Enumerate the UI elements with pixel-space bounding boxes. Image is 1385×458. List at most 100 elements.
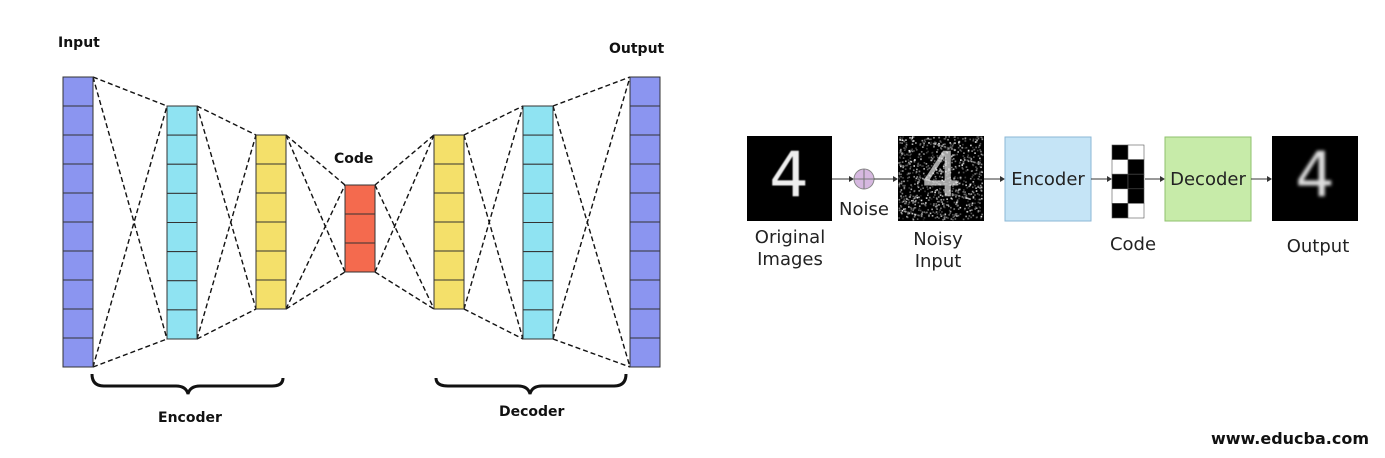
output-label-right: Output — [1287, 236, 1350, 257]
connection-line — [196, 105, 257, 136]
output-label: Output — [609, 41, 665, 57]
layer-cell — [433, 134, 465, 165]
connection-line — [463, 134, 524, 340]
decoder-brace — [434, 373, 628, 395]
layer-cell — [255, 163, 287, 194]
connection-line — [552, 338, 631, 368]
code-cell — [1111, 144, 1129, 160]
output-image: 4 — [1272, 136, 1358, 221]
layer-cell — [629, 221, 661, 252]
encoder-box-label: Encoder — [1011, 169, 1085, 190]
noisy-digit: 4 — [921, 138, 960, 211]
layer-cell — [62, 105, 94, 136]
layer-cell — [629, 134, 661, 165]
code-label: Code — [334, 151, 373, 167]
layer-cell — [433, 221, 465, 252]
code-cell — [1127, 173, 1145, 190]
layer-cell — [629, 105, 661, 136]
decoder-box — [1164, 136, 1252, 222]
connection-line — [552, 76, 631, 107]
original-label-line2: Images — [757, 249, 823, 270]
layer-cell — [629, 337, 661, 368]
connection-line — [374, 271, 435, 310]
layer-cell — [255, 192, 287, 223]
output-digit: 4 — [1295, 138, 1334, 211]
code-cell — [1111, 159, 1129, 175]
connection-line — [463, 105, 524, 136]
connection-line — [92, 338, 168, 368]
original-image: 4 — [747, 136, 832, 221]
code-cell — [1111, 173, 1129, 190]
code-output-label: Code — [1110, 234, 1156, 255]
layer-cell — [433, 279, 465, 310]
layer-cell — [166, 280, 198, 311]
layer-cell — [166, 134, 198, 165]
layer-cell — [522, 309, 554, 340]
layer-cell — [629, 76, 661, 107]
noisy-label-line2: Input — [915, 251, 962, 272]
connection-line — [552, 76, 631, 340]
layer-cell — [166, 192, 198, 223]
input-label: Input — [58, 35, 100, 51]
layer-cell — [62, 163, 94, 194]
layer-cell — [62, 308, 94, 339]
connection-line — [196, 308, 257, 340]
network-layers — [62, 76, 661, 368]
layer-cell — [629, 308, 661, 339]
encoder-brace — [90, 373, 285, 395]
layer-cell — [629, 163, 661, 194]
connection-line — [92, 76, 168, 107]
noisy-input-image: 4 — [898, 136, 984, 221]
layer-cell — [166, 105, 198, 136]
layer-cell — [166, 163, 198, 194]
code-cell — [1127, 203, 1145, 219]
layer-cell — [255, 279, 287, 310]
site-credit: www.educba.com — [1210, 429, 1369, 448]
layer-cell — [62, 279, 94, 310]
layer-cell — [166, 309, 198, 340]
code-cell — [1111, 203, 1129, 219]
connection-line — [285, 184, 346, 310]
output-layer — [629, 76, 661, 368]
connection-lines — [92, 76, 631, 368]
layer-cell — [166, 251, 198, 282]
encoder-box — [1004, 136, 1092, 222]
layer-cell — [522, 134, 554, 165]
layer-cell — [522, 251, 554, 282]
layer-cell — [629, 250, 661, 281]
code-layer — [344, 184, 376, 273]
denoising-pipeline: 4 Original Images Noise 4 Noisy Input En… — [747, 136, 1358, 272]
connection-line — [463, 105, 524, 310]
layer-cell — [62, 134, 94, 165]
layer-cell — [344, 213, 376, 244]
encoder-label: Encoder — [158, 410, 222, 426]
input-layer — [62, 76, 94, 368]
layer-cell — [344, 184, 376, 215]
layer-cell — [344, 242, 376, 273]
layer-cell — [433, 192, 465, 223]
layer-cell — [62, 221, 94, 252]
noisy-label-line1: Noisy — [913, 229, 963, 250]
original-digit: 4 — [769, 138, 808, 211]
connection-line — [285, 134, 346, 186]
code-cell — [1127, 188, 1145, 204]
noise-add-icon — [853, 168, 875, 190]
connection-line — [463, 308, 524, 340]
layer-cell — [255, 134, 287, 165]
layer-cell — [522, 192, 554, 223]
layer-cell — [522, 222, 554, 253]
layer-cell — [522, 163, 554, 194]
encoder-layer-1 — [166, 105, 198, 340]
connection-line — [196, 134, 257, 340]
decoder-layer-2 — [522, 105, 554, 340]
autoencoder-network: Input Output Code Encoder Decoder — [58, 35, 665, 426]
layer-cell — [255, 250, 287, 281]
connection-line — [374, 134, 435, 273]
connection-line — [374, 184, 435, 310]
layer-cell — [255, 221, 287, 252]
encoder-layer-2 — [255, 134, 287, 310]
connection-line — [285, 271, 346, 310]
original-label-line1: Original — [755, 227, 825, 248]
noise-label: Noise — [839, 199, 889, 220]
